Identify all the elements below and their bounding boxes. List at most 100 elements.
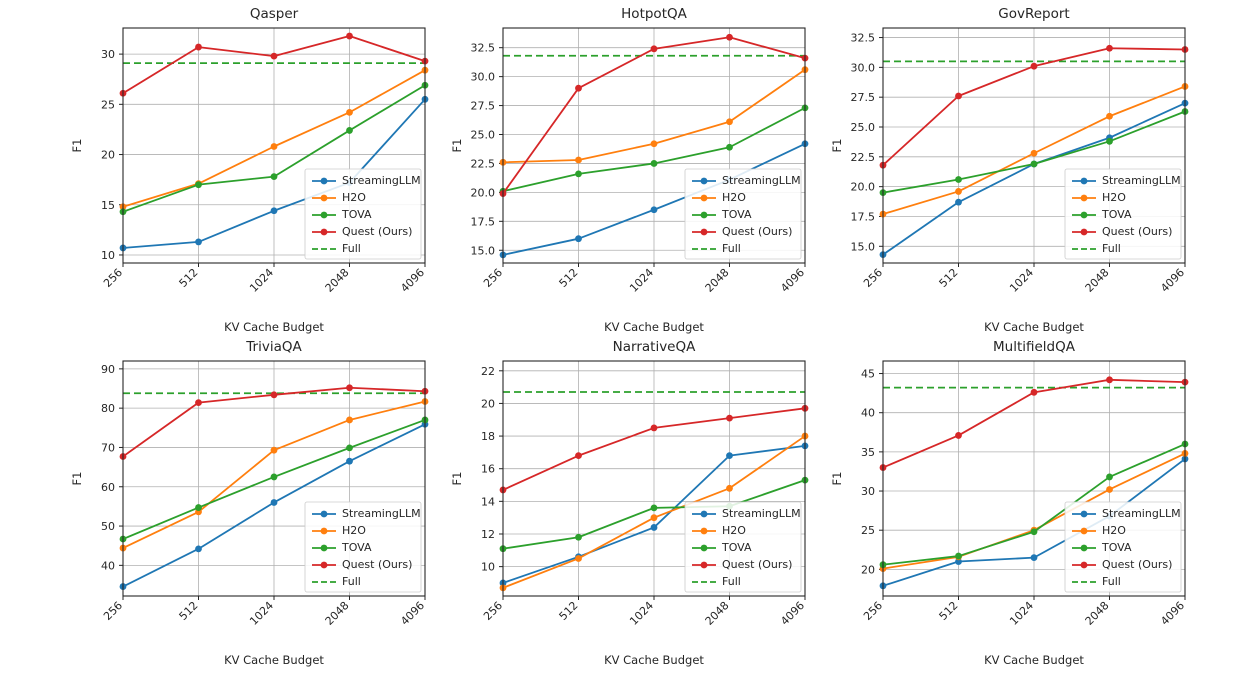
data-point [955,188,962,195]
x-tick-label: 256 [861,599,885,623]
y-tick-label: 14 [481,495,495,508]
data-point [1106,44,1113,52]
data-point [650,504,658,512]
data-point [650,45,658,53]
data-point [270,143,278,150]
legend-label: Full [342,242,361,255]
legend-swatch-marker [700,527,708,535]
data-point [575,170,582,178]
legend-swatch-marker [320,228,328,236]
legend-item-streamingllm: StreamingLLM [312,174,421,187]
panel-title: MultifieldQA [993,339,1076,355]
legend-label: TOVA [1101,208,1132,221]
x-tick-label: 2048 [323,266,352,295]
panel-title: Qasper [250,6,299,22]
legend-item-full: Full [692,242,741,255]
y-tick-label: 50 [101,520,115,533]
legend-item-h2o: H2O [1072,524,1126,537]
data-point [726,143,733,151]
x-tick-label: 512 [937,599,961,623]
data-point [346,32,353,40]
legend-swatch-marker [320,211,328,219]
x-tick-label: 1024 [1007,266,1036,295]
legend-label: TOVA [1101,541,1132,554]
y-tick-label: 40 [861,407,875,420]
y-tick-label: 20.0 [851,181,876,194]
chart-panel-govreport: GovReport 15.0 17.5 20.0 22.5 25.0 27.5 30.0 32.… [825,2,1199,341]
x-tick-label: 2048 [1083,599,1112,628]
x-tick-label: 2048 [323,599,352,628]
x-tick-label: 512 [177,266,201,290]
data-point [195,545,202,553]
legend: StreamingLLM H2O TOVA Quest (Ours) Full [684,168,802,260]
data-point [575,452,582,460]
legend-swatch-marker [1080,561,1088,569]
legend-label: StreamingLLM [342,174,421,187]
x-tick-label: 2048 [703,599,732,628]
legend-label: Quest (Ours) [342,225,412,238]
legend-item-streamingllm: StreamingLLM [692,174,801,187]
legend: StreamingLLM H2O TOVA Quest (Ours) Full [304,501,422,593]
y-tick-label: 17.5 [851,210,876,223]
legend-swatch-marker [1080,194,1088,202]
chart-panel-narrativeqa: NarrativeQA 10 12 14 16 18 20 22 256 512 1024 2048 4… [445,335,819,674]
data-point [726,452,733,460]
data-point [726,414,733,422]
data-point [195,43,202,51]
data-point [1030,149,1038,157]
legend-item-tova: TOVA [692,208,752,221]
data-point [195,399,202,407]
legend-label: H2O [1102,191,1126,204]
legend-item-tova: TOVA [312,208,372,221]
data-point [346,108,353,116]
legend-label: Quest (Ours) [722,558,792,571]
axes-frame [882,360,1186,597]
y-tick-label: 45 [861,368,875,381]
x-axis-label: KV Cache Budget [984,320,1084,334]
y-tick-label: 70 [101,441,115,454]
data-point [1106,473,1113,481]
axes-frame [882,27,1186,264]
chart-panel-qasper: Qasper 10 15 20 25 30 256 512 1024 2048 4096 KV Cac… [65,2,439,341]
x-tick-label: 512 [177,599,201,623]
x-axis-label: KV Cache Budget [604,320,704,334]
x-tick-label: 4096 [778,599,807,628]
data-point [726,118,733,126]
legend-label: StreamingLLM [722,507,801,520]
panel-title: HotpotQA [621,6,687,22]
chart-panel-hotpotqa: HotpotQA 15.0 17.5 20.0 22.5 25.0 27.5 30.0 32.5… [445,2,819,341]
y-tick-label: 60 [101,481,115,494]
legend-swatch-marker [1080,527,1088,535]
data-point [346,384,353,392]
axes-frame [502,27,806,264]
x-tick-label: 4096 [1158,266,1187,295]
legend-label: Quest (Ours) [722,225,792,238]
data-point [1030,62,1038,70]
x-tick-label: 256 [101,599,125,623]
y-tick-label: 12 [481,528,495,541]
legend-label: Full [722,242,741,255]
x-tick-label: 512 [557,599,581,623]
x-tick-label: 4096 [398,266,427,295]
y-tick-label: 18 [481,430,495,443]
legend-item-streamingllm: StreamingLLM [1072,507,1181,520]
legend-label: StreamingLLM [1102,174,1181,187]
y-tick-label: 16 [481,463,495,476]
x-tick-label: 512 [937,266,961,290]
y-tick-label: 90 [101,363,115,376]
data-point [955,432,962,439]
legend-swatch-marker [320,544,328,552]
y-tick-label: 25.0 [471,129,496,142]
data-point [270,52,278,60]
legend-swatch-marker [1080,544,1088,552]
y-tick-label: 17.5 [471,215,496,228]
data-point [575,555,582,562]
data-point [1030,160,1038,168]
y-axis-label: F1 [450,139,464,153]
data-point [270,207,278,215]
legend-label: Full [1102,575,1121,588]
legend-item-quest-ours-: Quest (Ours) [312,558,412,571]
y-tick-label: 30.0 [851,61,876,74]
data-point [955,198,962,206]
